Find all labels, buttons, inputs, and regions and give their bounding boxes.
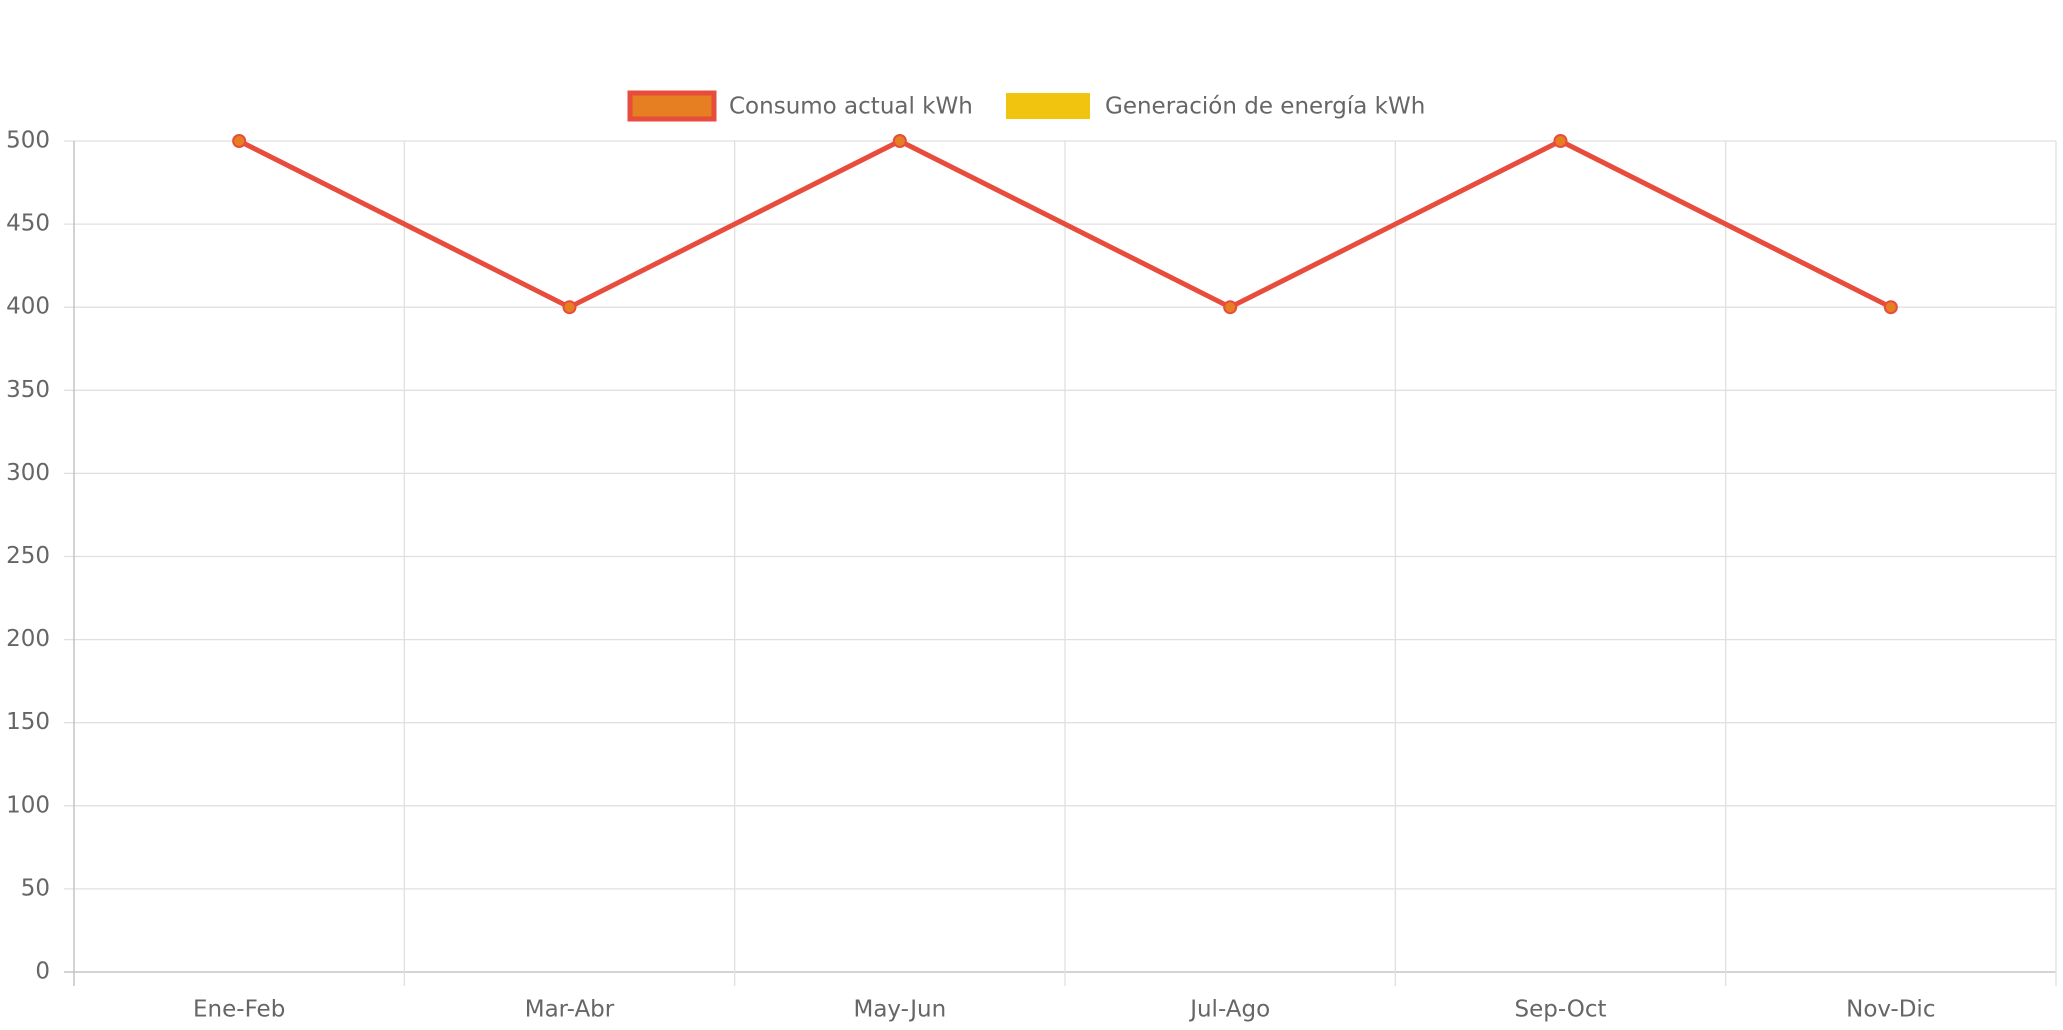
legend-label[interactable]: Consumo actual kWh: [729, 94, 973, 120]
y-tick-label: 400: [6, 294, 50, 320]
x-tick-label: Sep-Oct: [1514, 997, 1606, 1023]
data-point: [232, 134, 247, 148]
y-tick-label: 350: [6, 377, 50, 403]
series-line: [238, 138, 1892, 310]
data-point: [892, 134, 907, 148]
legend-swatch[interactable]: [627, 90, 717, 122]
y-tick-label: 50: [21, 875, 50, 901]
data-point: [1223, 300, 1238, 315]
legend-label[interactable]: Generación de energía kWh: [1105, 94, 1425, 120]
x-tick-label: Jul-Ago: [1188, 997, 1270, 1023]
x-tick-label: Nov-Dic: [1846, 997, 1935, 1023]
data-point: [562, 300, 577, 315]
y-tick-label: 300: [6, 460, 50, 486]
y-tick-label: 500: [6, 128, 50, 154]
legend-swatch[interactable]: [1006, 93, 1090, 119]
y-tick-label: 250: [6, 543, 50, 569]
y-tick-label: 0: [35, 959, 50, 985]
y-tick-label: 100: [6, 792, 50, 818]
y-tick-label: 450: [6, 211, 50, 237]
y-tick-label: 150: [6, 709, 50, 735]
x-tick-label: Mar-Abr: [525, 997, 615, 1023]
data-point: [1883, 300, 1898, 315]
x-tick-label: May-Jun: [853, 997, 946, 1023]
x-tick-label: Ene-Feb: [193, 997, 285, 1023]
y-tick-label: 200: [6, 626, 50, 652]
data-point: [1553, 134, 1568, 148]
